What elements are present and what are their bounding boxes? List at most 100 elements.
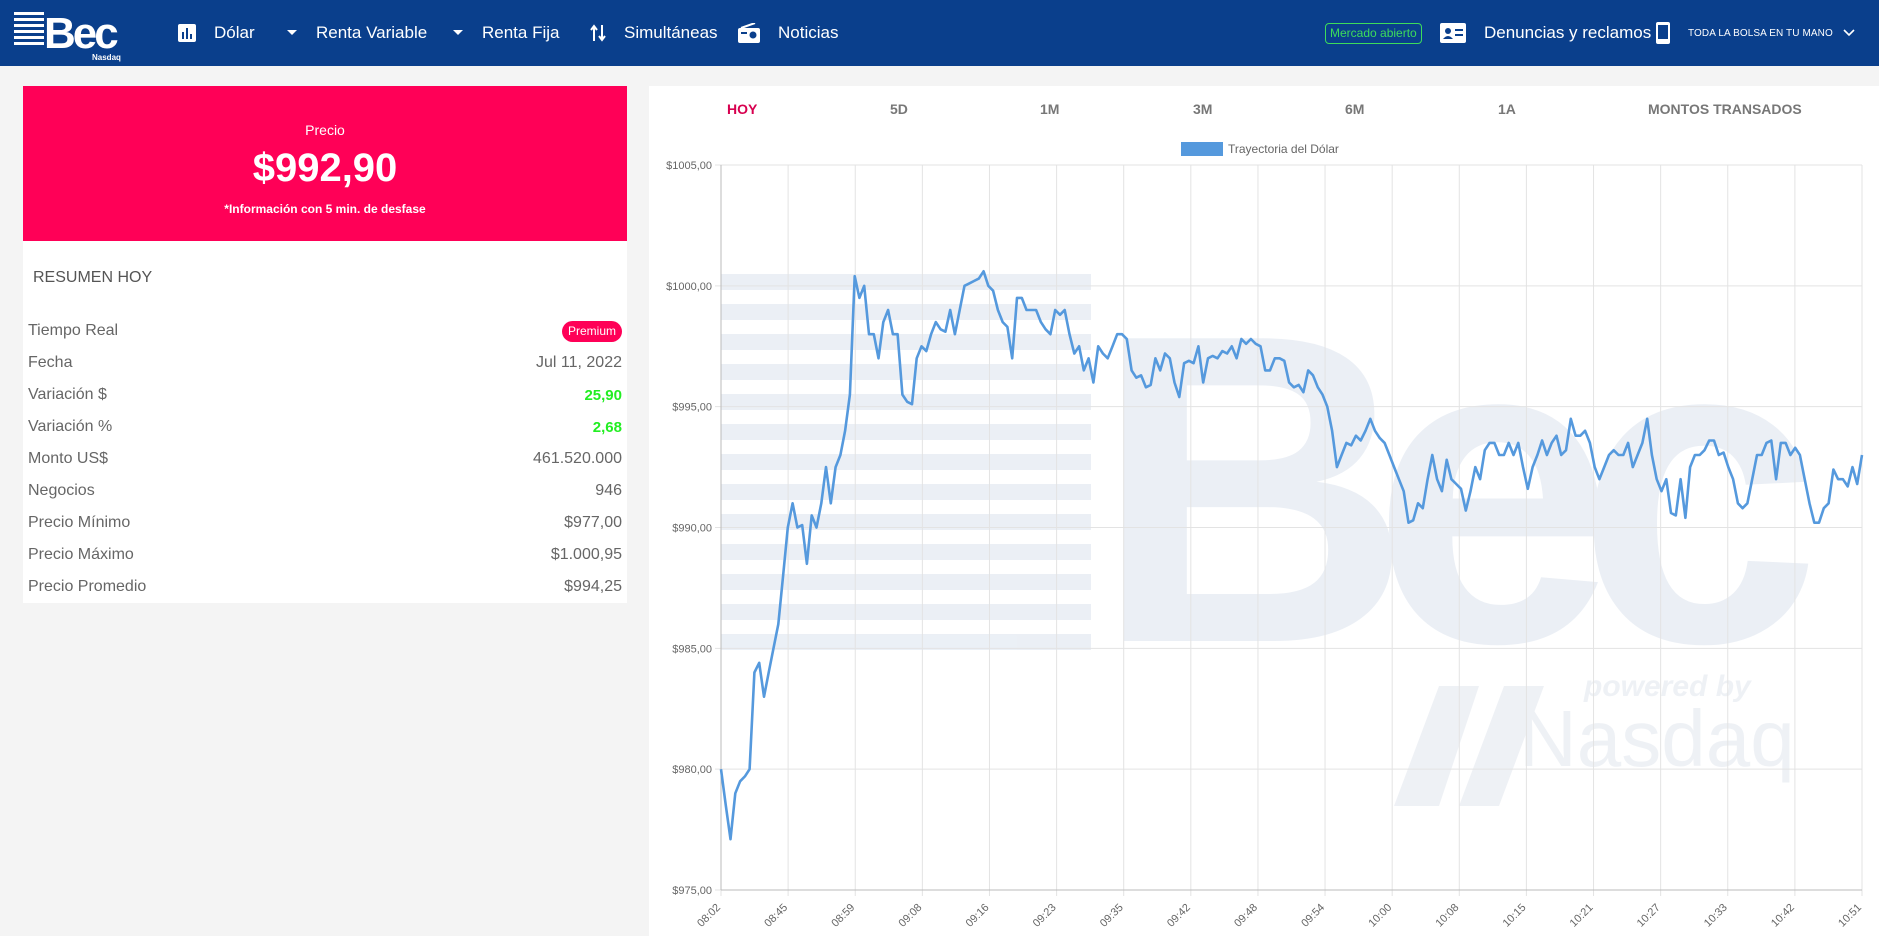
dollar-trajectory-chart[interactable]: Bec powered by Nasdaq $975,00 $980,00 $985… <box>649 86 1879 936</box>
chart-line-layer <box>719 270 1864 841</box>
x-tick-label: 09:35 <box>1098 902 1126 930</box>
contact-card-icon <box>1440 23 1466 43</box>
tab-hoy[interactable]: HOY <box>727 101 758 117</box>
tab-1a[interactable]: 1A <box>1498 101 1516 117</box>
chart-panel: HOY 5D 1M 3M 6M 1A MONTOS TRANSADOS B <box>649 86 1879 936</box>
summary-value: 461.520.000 <box>533 450 622 467</box>
summary-row-variacion-porcentaje: Variación % 2,68 <box>28 411 622 443</box>
summary-value: $994,25 <box>564 578 622 595</box>
summary-panel: RESUMEN HOY Tiempo Real Premium Fecha Ju… <box>23 241 627 603</box>
summary-row-monto: Monto US$ 461.520.000 <box>28 443 622 475</box>
chevron-down-icon <box>1843 29 1855 37</box>
summary-row-precio-minimo: Precio Mínimo $977,00 <box>28 507 622 539</box>
bec-nasdaq-logo[interactable]: Bec Nasdaq <box>14 6 128 62</box>
summary-value: 946 <box>595 482 622 499</box>
x-tick-label: 08:59 <box>829 902 857 930</box>
nav-renta-fija-label: Renta Fija <box>482 23 560 42</box>
x-tick-label: 09:23 <box>1031 902 1059 930</box>
x-tick-label: 09:42 <box>1165 902 1193 930</box>
radio-icon <box>738 23 760 43</box>
bec-watermark: Bec powered by Nasdaq <box>721 244 1850 806</box>
x-tick-label: 09:48 <box>1232 902 1260 930</box>
watermark-nasdaq: Nasdaq <box>1519 694 1795 783</box>
nav-simultaneas[interactable]: Simultáneas <box>590 0 718 66</box>
watermark-powered: powered by <box>1583 670 1752 703</box>
summary-row-fecha: Fecha Jul 11, 2022 <box>28 347 622 379</box>
bar-chart-icon <box>178 24 196 42</box>
x-tick-label: 09:54 <box>1299 902 1327 930</box>
price-delay-note: *Información con 5 min. de desfase <box>224 202 426 216</box>
summary-label: Variación $ <box>28 386 107 403</box>
price-card: Precio $992,90 *Información con 5 min. d… <box>23 86 627 241</box>
summary-label: Precio Promedio <box>28 578 147 595</box>
nav-simultaneas-label: Simultáneas <box>624 23 718 42</box>
x-tick-label: 08:02 <box>695 902 723 930</box>
summary-row-variacion-pesos: Variación $ 25,90 <box>28 379 622 411</box>
summary-value: Jul 11, 2022 <box>536 354 622 371</box>
y-tick-label: $985,00 <box>672 643 712 655</box>
logo-subtext: Nasdaq <box>92 53 121 62</box>
x-tick-label: 09:08 <box>897 902 925 930</box>
x-tick-label: 10:21 <box>1568 902 1596 930</box>
summary-value: $1.000,95 <box>550 546 622 563</box>
top-navigation-bar: Bec Nasdaq Dólar Renta Variable Renta Fi… <box>0 0 1879 66</box>
summary-row-tiempo-real: Tiempo Real Premium <box>28 315 622 347</box>
nav-app-promo[interactable]: TODA LA BOLSA EN TU MANO <box>1656 0 1855 66</box>
nav-dolar-label: Dólar <box>214 23 255 42</box>
nav-denuncias-reclamos[interactable]: Denuncias y reclamos <box>1440 0 1651 66</box>
summary-label: Variación % <box>28 418 113 435</box>
premium-badge[interactable]: Premium <box>561 320 622 342</box>
chart-legend: Trayectoria del Dólar <box>1181 142 1339 156</box>
y-tick-label: $995,00 <box>672 402 712 414</box>
legend-label: Trayectoria del Dólar <box>1228 142 1339 156</box>
watermark-text: Bec <box>1094 244 1810 735</box>
nav-noticias-label: Noticias <box>778 23 839 42</box>
nav-app-promo-label: TODA LA BOLSA EN TU MANO <box>1688 27 1833 39</box>
legend-swatch <box>1181 142 1223 156</box>
nav-renta-variable[interactable]: Renta Variable <box>286 0 427 66</box>
tab-6m[interactable]: 6M <box>1345 101 1365 117</box>
y-tick-label: $990,00 <box>672 523 712 535</box>
nav-renta-fija[interactable]: Renta Fija <box>452 0 559 66</box>
caret-down-icon <box>286 29 298 37</box>
summary-label: Monto US$ <box>28 450 109 467</box>
tab-3m[interactable]: 3M <box>1193 101 1213 117</box>
x-tick-label: 10:15 <box>1501 902 1529 930</box>
summary-row-negocios: Negocios 946 <box>28 475 622 507</box>
y-tick-label: $975,00 <box>672 885 712 897</box>
x-tick-label: 10:51 <box>1836 902 1864 930</box>
x-tick-label: 09:16 <box>964 902 992 930</box>
nav-noticias[interactable]: Noticias <box>738 0 838 66</box>
tab-1m[interactable]: 1M <box>1040 101 1060 117</box>
summary-label: Negocios <box>28 482 95 499</box>
summary-label: Precio Máximo <box>28 546 134 563</box>
summary-value: 25,90 <box>584 386 622 404</box>
logo-text: Bec <box>44 9 118 58</box>
summary-label: Fecha <box>28 354 73 371</box>
summary-title: RESUMEN HOY <box>33 269 153 286</box>
price-label: Precio <box>305 122 345 138</box>
summary-value: 2,68 <box>592 418 622 436</box>
swap-vertical-icon <box>590 23 606 43</box>
series-line-trayectoria-dolar <box>719 270 1864 841</box>
nav-dolar[interactable]: Dólar <box>178 0 255 66</box>
tab-montos-transados[interactable]: MONTOS TRANSADOS <box>1648 101 1802 117</box>
y-tick-label: $1000,00 <box>666 281 712 293</box>
x-tick-label: 10:42 <box>1769 902 1797 930</box>
nav-denuncias-label: Denuncias y reclamos <box>1484 23 1652 42</box>
smartphone-icon <box>1656 22 1670 44</box>
y-tick-label: $1005,00 <box>666 160 712 172</box>
tab-5d[interactable]: 5D <box>890 101 908 117</box>
x-tick-label: 10:00 <box>1366 902 1394 930</box>
x-tick-label: 08:45 <box>762 902 790 930</box>
market-status-badge: Mercado abierto <box>1325 23 1422 44</box>
x-tick-label: 10:08 <box>1433 902 1461 930</box>
summary-value: $977,00 <box>564 514 622 531</box>
summary-row-precio-promedio: Precio Promedio $994,25 <box>28 571 622 603</box>
x-tick-label: 10:27 <box>1635 902 1663 930</box>
caret-down-icon <box>452 29 464 37</box>
y-tick-label: $980,00 <box>672 764 712 776</box>
summary-row-precio-maximo: Precio Máximo $1.000,95 <box>28 539 622 571</box>
price-value: $992,90 <box>252 146 398 190</box>
nav-renta-variable-label: Renta Variable <box>316 23 428 42</box>
